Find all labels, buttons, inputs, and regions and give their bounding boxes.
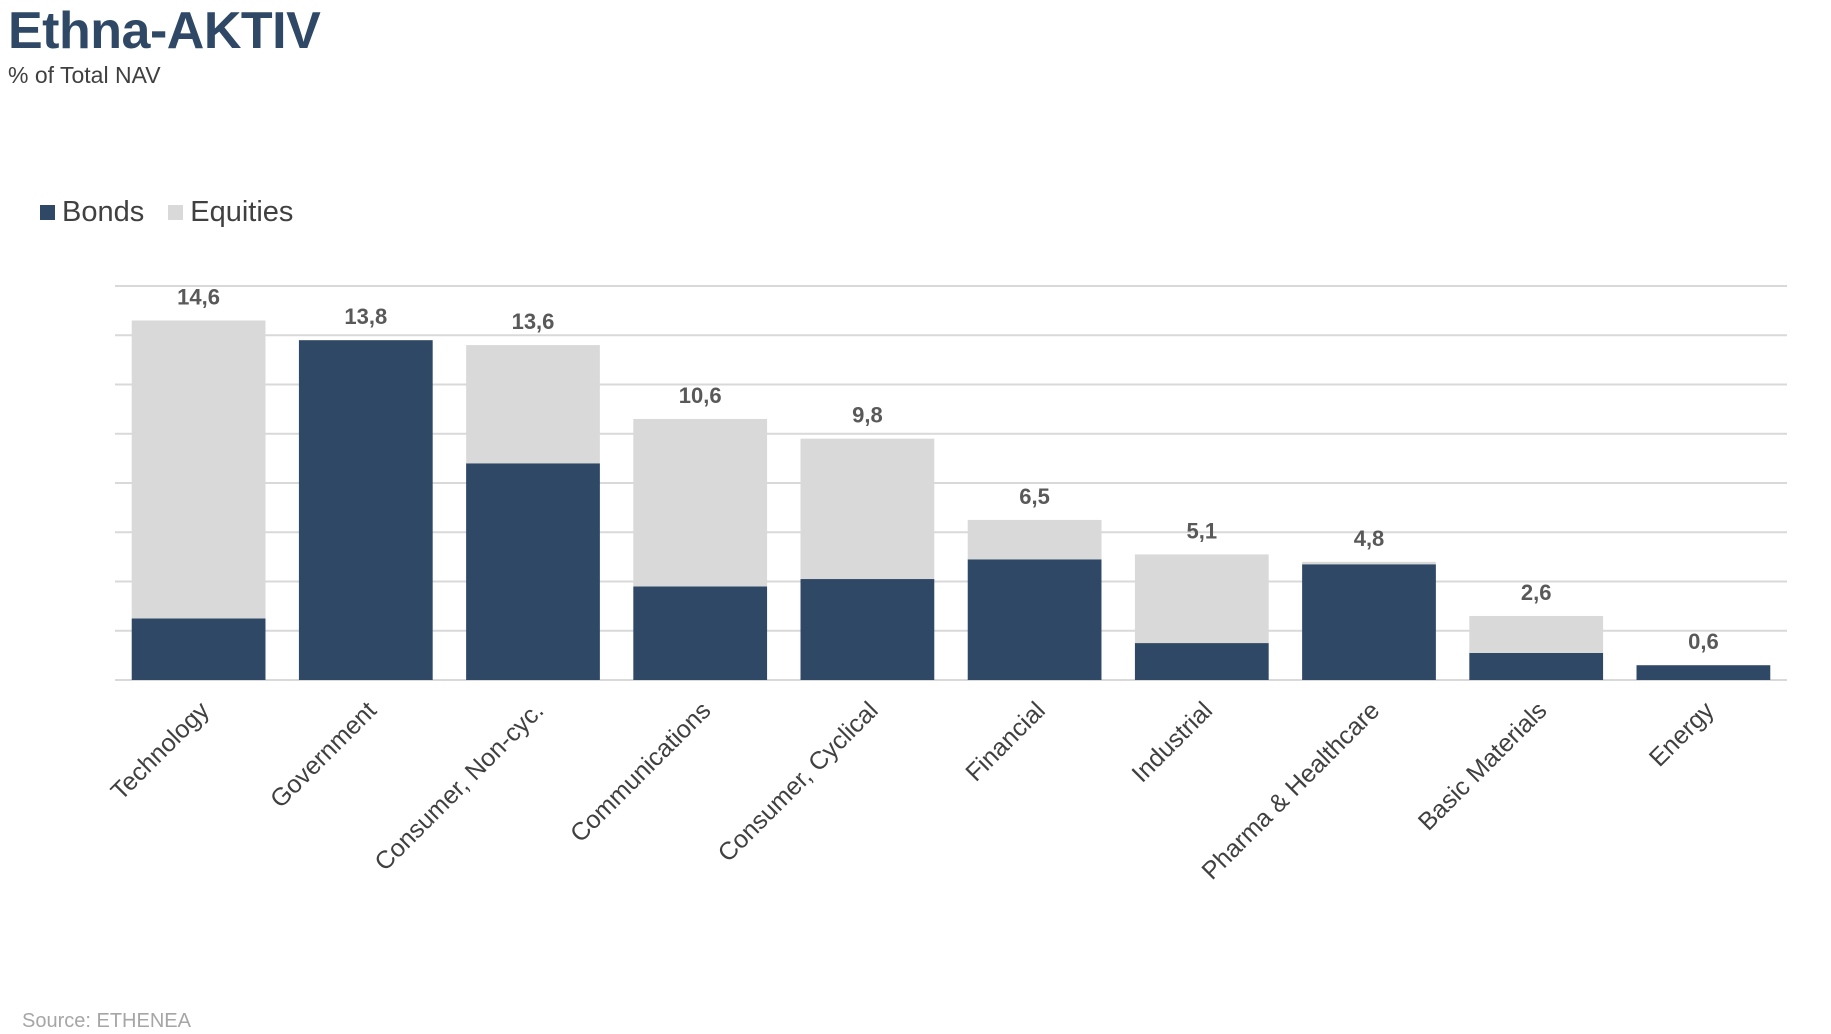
category-tick-label: Consumer, Cyclical [713, 696, 884, 867]
bar-equities [1469, 615, 1604, 653]
data-label-total: 13,6 [512, 309, 555, 334]
source-note: Source: ETHENEA [22, 1010, 191, 1032]
bar-bonds [1469, 652, 1604, 680]
data-label-total: 2,6 [1521, 580, 1552, 605]
category-tick-label: Consumer, Non-cyc. [369, 696, 549, 876]
legend-item-bonds: Bonds [40, 196, 144, 229]
bar-equities [967, 519, 1102, 560]
data-label-total: 5,1 [1187, 518, 1218, 543]
category-tick-label: Technology [106, 696, 216, 806]
data-label-total: 6,5 [1019, 484, 1050, 509]
bar-equities [633, 418, 768, 587]
data-label-total: 0,6 [1688, 629, 1719, 654]
bar-bonds [633, 586, 768, 680]
data-label-total: 9,8 [852, 403, 883, 428]
bar-bonds [131, 618, 266, 680]
category-tick-label: Industrial [1127, 696, 1219, 788]
category-tick-label: Financial [960, 696, 1051, 787]
category-tick-label: Basic Materials [1413, 696, 1553, 836]
legend: Bonds Equities [40, 196, 317, 229]
chart-title: Ethna-AKTIV [8, 2, 321, 60]
bar-bonds [800, 579, 935, 680]
bar-bonds [298, 340, 433, 680]
bar-bonds [466, 463, 600, 680]
bar-equities [131, 320, 266, 619]
category-tick-label: Pharma & Healthcare [1196, 696, 1385, 885]
legend-label-bonds: Bonds [62, 196, 145, 228]
legend-item-equities: Equities [168, 196, 293, 229]
bar-bonds [1134, 643, 1269, 680]
bar-equities [1134, 554, 1269, 644]
category-tick-label: Energy [1644, 696, 1720, 772]
legend-swatch-bonds [40, 205, 55, 220]
data-label-total: 13,8 [344, 304, 387, 329]
chart-subtitle: % of Total NAV [8, 62, 161, 88]
data-label-total: 10,6 [679, 383, 722, 408]
data-label-total: 14,6 [177, 284, 220, 309]
legend-swatch-equities [168, 205, 184, 220]
legend-label-equities: Equities [190, 196, 294, 228]
bar-equities [800, 438, 935, 580]
bar-equities [466, 345, 600, 464]
category-tick-label: Communications [565, 696, 716, 847]
bar-bonds [1636, 665, 1771, 680]
category-tick-label: Government [265, 696, 382, 813]
bar-equities [1302, 561, 1436, 565]
data-label-total: 4,8 [1354, 526, 1385, 551]
bar-bonds [1302, 564, 1436, 680]
bar-bonds [967, 559, 1102, 680]
